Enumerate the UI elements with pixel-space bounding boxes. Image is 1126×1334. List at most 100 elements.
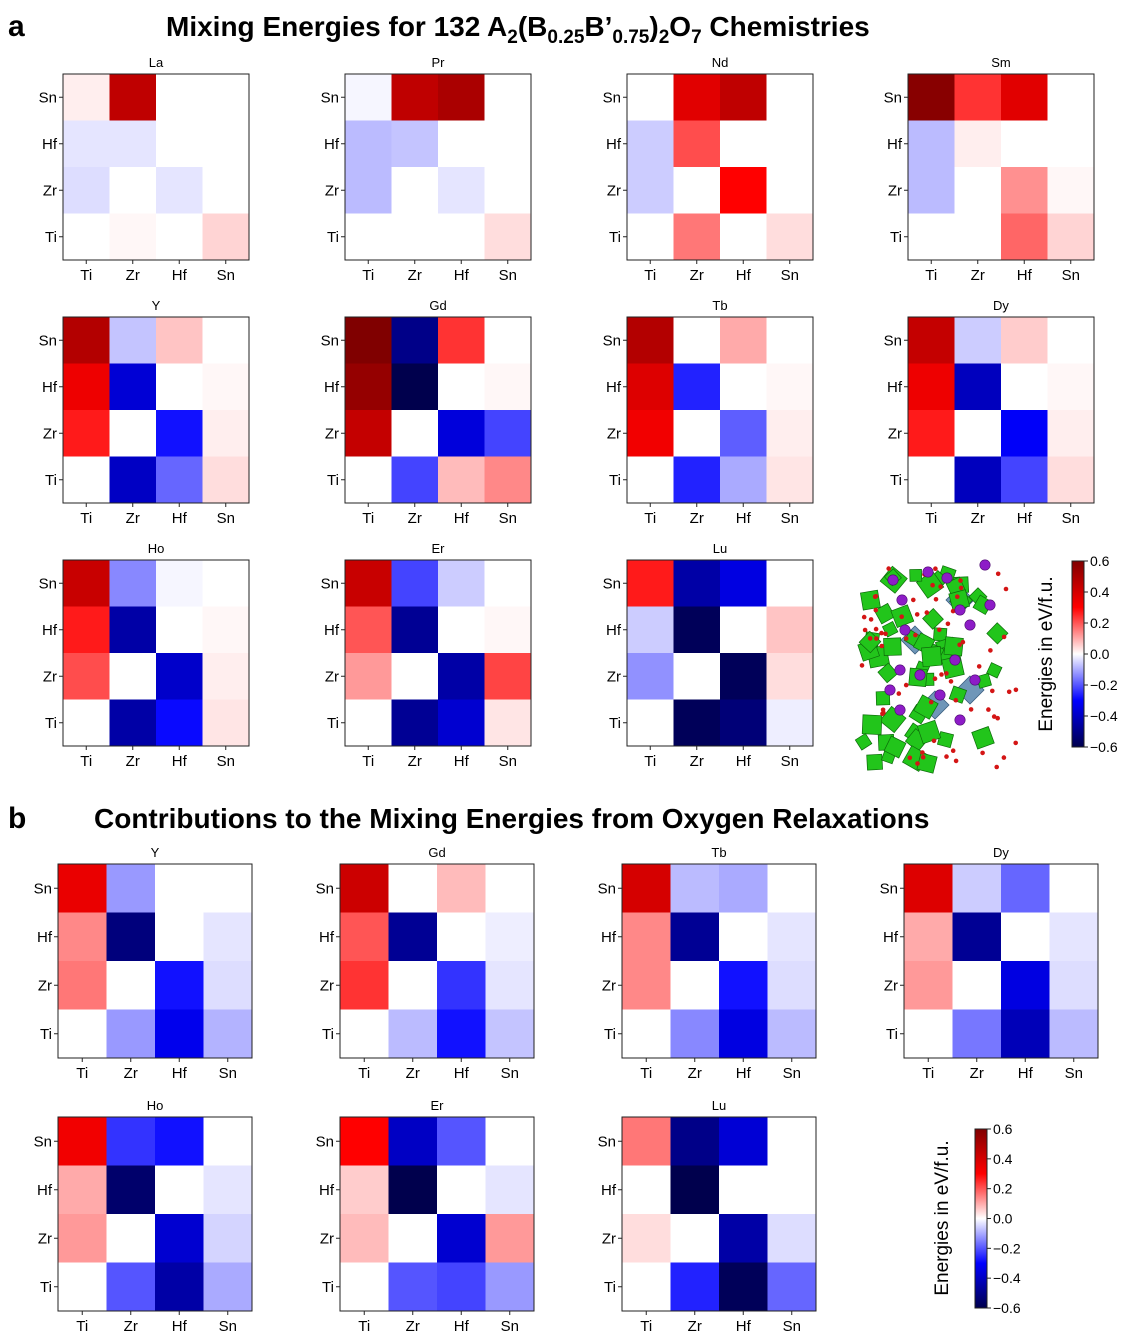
structure-oxygen-atom [953, 697, 959, 703]
b-cell-ti-sn [767, 1009, 817, 1059]
b-cell-hf-zr [106, 1165, 156, 1215]
b-cell-sn-ti [622, 1117, 671, 1166]
structure-a-site-atom [914, 669, 926, 681]
colorbar-tick-label: −0.4 [1090, 708, 1118, 724]
b-y-tick-label: Zr [602, 977, 616, 994]
a-cell-ti-zr [954, 213, 1002, 261]
b-cell-hf-sn [767, 1165, 817, 1215]
b-cell-hf-hf [155, 912, 204, 962]
a-x-tick-label: Zr [126, 753, 140, 770]
a-cell-sn-hf [438, 560, 485, 607]
structure-a-site-atom [922, 566, 934, 578]
structure-oxygen-atom [903, 636, 909, 641]
a-cell-zr-zr [673, 167, 721, 214]
a-y-tick-label: Zr [607, 425, 621, 442]
structure-oxygen-atom [1013, 687, 1019, 693]
structure-oxygen-atom [920, 754, 926, 760]
b-cell-zr-hf [437, 1214, 486, 1263]
a-y-tick-label: Hf [42, 622, 58, 639]
structure-oxygen-atom [911, 597, 916, 603]
b-heatmap-er: Er Sn Hf Zr Ti Ti Zr Hf Sn [316, 1098, 535, 1334]
structure-octahedron-green [921, 646, 943, 668]
a-cell-zr-sn [202, 653, 250, 700]
a-cell-zr-hf [156, 167, 203, 214]
a-x-tick-label: Zr [690, 753, 704, 770]
a-x-tick-label: Ti [644, 753, 656, 770]
b-cell-zr-ti [904, 961, 953, 1010]
b-cell-hf-hf [719, 912, 768, 962]
b-cell-sn-zr [388, 864, 438, 913]
a-cell-ti-sn [484, 456, 532, 504]
b-x-tick-label: Ti [76, 1318, 88, 1334]
a-cell-sn-sn [484, 560, 532, 607]
a-cell-zr-sn [484, 410, 532, 457]
a-cell-hf-zr [391, 363, 439, 411]
colorbar-tick-label: 0.4 [1090, 584, 1110, 600]
a-y-tick-label: Hf [324, 379, 340, 396]
a-y-tick-label: Hf [887, 379, 903, 396]
a-heatmap-er: Er Sn Hf Zr Ti Ti Zr Hf Sn [321, 541, 532, 770]
b-heatmap-y: Y Sn Hf Zr Ti Ti Zr Hf Sn [34, 845, 253, 1082]
structure-oxygen-atom [933, 566, 938, 571]
b-cell-sn-hf [437, 1117, 486, 1166]
structure-a-site-atom [894, 664, 906, 676]
a-x-tick-label: Ti [80, 753, 92, 770]
a-heatmap-title: Lu [713, 541, 727, 556]
a-cell-zr-ti [345, 653, 392, 700]
a-cell-ti-hf [156, 213, 203, 261]
structure-a-site-atom [979, 559, 991, 571]
a-cell-sn-zr [391, 317, 439, 364]
structure-oxygen-atom [986, 707, 991, 712]
structure-oxygen-atom [931, 738, 937, 744]
b-cell-ti-hf [437, 1009, 486, 1059]
a-cell-hf-sn [202, 606, 250, 654]
b-x-tick-label: Ti [358, 1065, 370, 1082]
b-cell-zr-ti [340, 961, 389, 1010]
structure-oxygen-atom [939, 672, 944, 677]
structure-oxygen-atom [920, 750, 925, 755]
b-heatmap-dy: Dy Sn Hf Zr Ti Ti Zr Hf Sn [880, 845, 1099, 1082]
b-cell-hf-ti [58, 912, 107, 962]
structure-oxygen-atom [874, 636, 879, 641]
b-cell-ti-ti [340, 1009, 389, 1059]
structure-oxygen-atom [944, 754, 949, 759]
a-cell-sn-zr [109, 74, 157, 121]
b-y-tick-label: Sn [598, 1133, 616, 1150]
b-y-tick-label: Hf [319, 1182, 335, 1199]
a-cell-zr-ti [63, 410, 110, 457]
colorbar-tick-label: 0.4 [993, 1151, 1013, 1167]
structure-octahedron-green [916, 752, 938, 774]
a-cell-zr-hf [438, 167, 485, 214]
b-x-tick-label: Ti [640, 1065, 652, 1082]
a-cell-hf-hf [720, 120, 767, 168]
a-y-tick-label: Ti [609, 715, 621, 732]
a-cell-sn-hf [156, 317, 203, 364]
a-x-tick-label: Sn [781, 267, 799, 284]
a-x-tick-label: Ti [362, 267, 374, 284]
b-cell-hf-hf [719, 1165, 768, 1215]
a-y-tick-label: Zr [325, 182, 339, 199]
b-y-tick-label: Zr [602, 1230, 616, 1247]
a-cell-zr-zr [954, 410, 1002, 457]
a-y-tick-label: Hf [606, 379, 622, 396]
a-cell-hf-ti [345, 606, 392, 654]
a-cell-sn-ti [627, 560, 674, 607]
panel-a-title-sub-a2: 2 [507, 27, 518, 48]
colorbar-label: Energies in eV/f.u. [1036, 576, 1057, 731]
b-cell-zr-ti [340, 1214, 389, 1263]
a-cell-hf-ti [63, 363, 110, 411]
a-cell-zr-sn [1047, 167, 1095, 214]
colorbar-tick-label: 0.2 [993, 1181, 1013, 1197]
a-cell-hf-zr [673, 606, 721, 654]
a-y-tick-label: Sn [321, 89, 339, 106]
a-heatmap-frame [344, 73, 532, 261]
b-heatmap-frame [339, 863, 535, 1059]
a-x-tick-label: Sn [781, 510, 799, 527]
a-y-tick-label: Sn [39, 332, 57, 349]
b-cell-hf-ti [904, 912, 953, 962]
b-cell-sn-sn [485, 1117, 535, 1166]
structure-oxygen-atom [915, 761, 920, 766]
b-cell-sn-sn [767, 1117, 817, 1166]
a-cell-sn-zr [391, 74, 439, 121]
